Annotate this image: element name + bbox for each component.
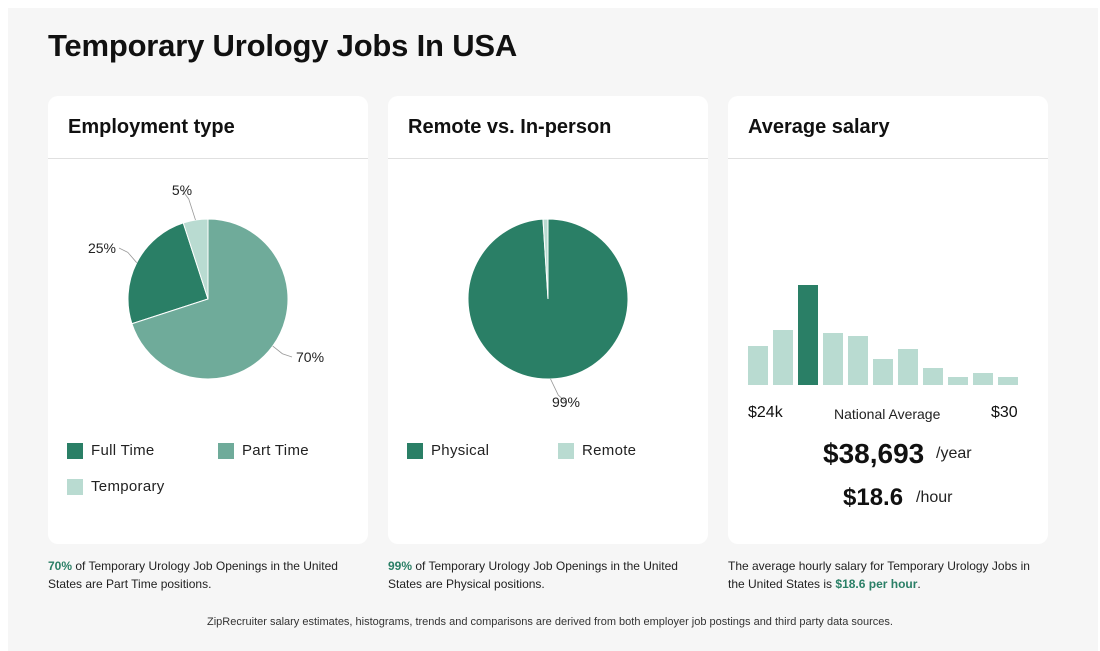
caption-text: of Temporary Urology Job Openings in the…	[48, 559, 338, 591]
legend-label: Part Time	[242, 442, 309, 459]
legend-label: Temporary	[91, 478, 165, 495]
card-header: Average salary	[728, 96, 1048, 159]
legend-label: Physical	[431, 442, 490, 459]
legend-item-temporary: Temporary	[67, 478, 165, 495]
pie-slice-full-time	[127, 222, 209, 325]
yearly-salary: $38,693	[823, 438, 925, 469]
card-header: Remote vs. In-person	[388, 96, 708, 159]
pie-leader-line	[181, 189, 196, 221]
legend-item-physical: Physical	[407, 442, 489, 459]
histogram-bar	[873, 359, 893, 385]
histogram-bar	[798, 285, 818, 385]
national-average-label: National Average	[834, 406, 941, 422]
hourly-unit: /hour	[916, 489, 953, 506]
histogram-bar	[998, 377, 1018, 385]
caption-text-end: .	[917, 577, 921, 591]
legend-item-remote: Remote	[558, 442, 636, 459]
average-salary-card: Average salary $24k National Average $30…	[728, 96, 1048, 544]
hourly-salary: $18.6	[843, 484, 904, 511]
pie-label-physical: 99%	[552, 394, 580, 410]
pie-leader-line	[272, 345, 293, 358]
salary-caption: The average hourly salary for Temporary …	[728, 557, 1038, 593]
legend-item-full-time: Full Time	[67, 442, 155, 459]
card-title: Average salary	[748, 116, 890, 138]
page-title: Temporary Urology Jobs In USA	[48, 28, 518, 63]
caption-highlight: 99%	[388, 559, 413, 573]
remote-pie-chart: 99%	[467, 218, 629, 410]
salary-histogram	[748, 285, 1018, 385]
caption-highlight: $18.6 per hour	[835, 577, 918, 591]
employment-type-card: Employment type 25% 70% 5% Full Time Part …	[48, 96, 368, 544]
axis-max-label: $30	[991, 404, 1018, 421]
histogram-bar	[748, 346, 768, 385]
footer-note: ZipRecruiter salary estimates, histogram…	[207, 616, 893, 628]
card-title: Remote vs. In-person	[408, 116, 612, 138]
legend-swatch	[67, 442, 83, 459]
pie-leader-line	[550, 378, 567, 403]
histogram-bar	[973, 373, 993, 385]
employment-caption: 70% of Temporary Urology Job Openings in…	[48, 557, 358, 593]
histogram-bar	[923, 368, 943, 385]
yearly-unit: /year	[936, 445, 972, 462]
legend-label: Remote	[582, 442, 637, 459]
employment-pie-chart: 25% 70% 5%	[88, 182, 324, 380]
caption-text: The average hourly salary for Temporary …	[728, 559, 1030, 591]
histogram-bar	[898, 349, 918, 385]
axis-min-label: $24k	[748, 404, 783, 421]
legend-swatch	[558, 442, 574, 459]
card-title: Employment type	[68, 116, 235, 138]
legend-swatch	[218, 442, 234, 459]
card-header: Employment type	[48, 96, 368, 159]
pie-slice-remote	[542, 218, 549, 300]
pie-leader-line	[118, 247, 138, 263]
legend-item-part-time: Part Time	[218, 442, 309, 459]
caption-text: of Temporary Urology Job Openings in the…	[388, 559, 678, 591]
legend-swatch	[67, 478, 83, 495]
pie-slice-temporary	[182, 218, 209, 300]
legend-swatch	[407, 442, 423, 459]
pie-label-temporary: 5%	[172, 182, 192, 198]
histogram-bar	[773, 330, 793, 385]
caption-highlight: 70%	[48, 559, 73, 573]
pie-label-part-time: 70%	[296, 349, 324, 365]
histogram-bar	[823, 333, 843, 385]
pie-label-full-time: 25%	[88, 240, 116, 256]
remote-card: Remote vs. In-person 99% Physical Remote	[388, 96, 708, 544]
histogram-bar	[948, 377, 968, 385]
remote-caption: 99% of Temporary Urology Job Openings in…	[388, 557, 698, 593]
legend-label: Full Time	[91, 442, 155, 459]
histogram-bar	[848, 336, 868, 385]
